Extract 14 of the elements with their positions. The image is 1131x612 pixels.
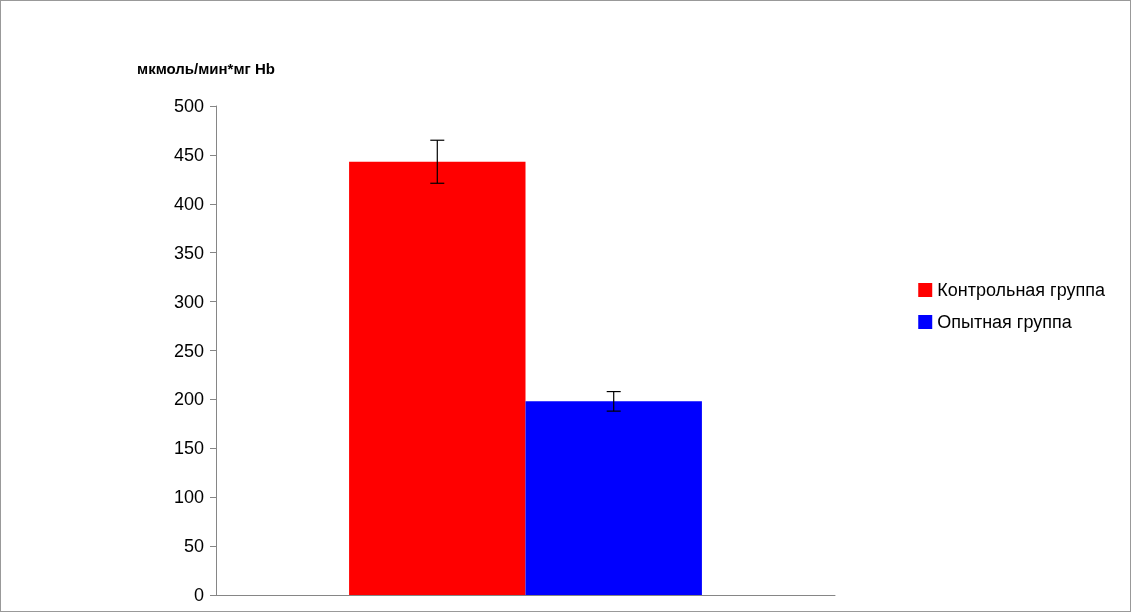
y-tick-label: 50: [183, 536, 204, 557]
y-tick-label: 400: [173, 193, 204, 214]
y-tick-label: 300: [173, 291, 204, 312]
legend-label: Опытная группа: [937, 312, 1073, 332]
y-tick-label: 500: [173, 96, 204, 116]
y-axis-title: мкмоль/мин*мг Hb: [137, 60, 275, 77]
y-tick-label: 150: [173, 438, 204, 459]
y-tick-label: 0: [193, 585, 204, 605]
y-tick-label: 350: [173, 242, 204, 263]
y-tick-label: 200: [173, 389, 204, 410]
y-tick-label: 250: [173, 340, 204, 361]
y-tick-label: 450: [173, 144, 204, 165]
legend-label: Контрольная группа: [937, 280, 1106, 300]
y-tick-label: 100: [173, 487, 204, 508]
